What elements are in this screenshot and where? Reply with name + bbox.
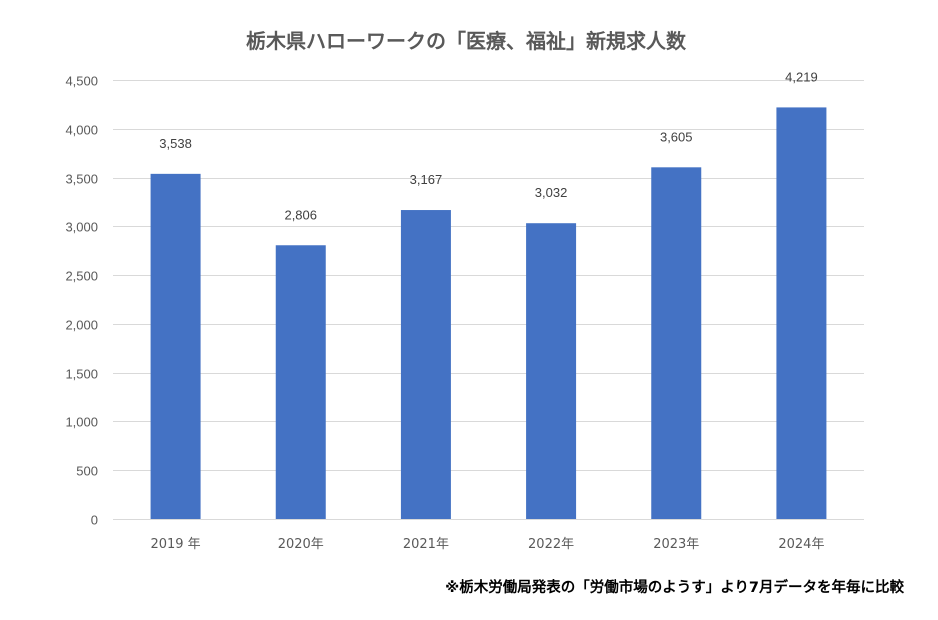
bar xyxy=(526,223,577,520)
bar xyxy=(400,210,451,519)
y-tick-label: 0 xyxy=(91,513,98,528)
footnote: ※栃木労働局発表の「労働市場のようす」より7月データを年毎に比較 xyxy=(445,580,904,596)
gridlines xyxy=(113,80,864,520)
y-tick-label: 4,000 xyxy=(65,123,98,138)
x-tick-label: 2020年 xyxy=(278,537,324,552)
x-tick-label: 2023年 xyxy=(653,537,699,552)
data-label: 3,167 xyxy=(410,172,443,187)
x-tick-label: 2021年 xyxy=(403,537,449,552)
y-axis-ticks: 0 500 1,000 1,500 2,000 2,500 3,000 3,500 4,000 4… xyxy=(65,74,98,528)
data-label: 3,605 xyxy=(660,129,693,144)
bars xyxy=(150,107,827,520)
data-label: 2,806 xyxy=(284,207,317,222)
y-tick-label: 3,000 xyxy=(65,220,98,235)
x-tick-label: 2024年 xyxy=(778,537,824,552)
y-tick-label: 1,500 xyxy=(65,367,98,382)
y-tick-label: 2,000 xyxy=(65,318,98,333)
y-tick-label: 2,500 xyxy=(65,269,98,284)
bar xyxy=(776,107,827,519)
chart-title: 栃木県ハローワークの「医療、福祉」新規求人数 xyxy=(246,29,687,53)
data-labels: 3,538 2,806 3,167 3,032 3,605 4,219 xyxy=(159,69,817,222)
data-label: 4,219 xyxy=(785,69,818,84)
bar xyxy=(651,167,702,519)
y-tick-label: 4,500 xyxy=(65,74,98,89)
y-tick-label: 3,500 xyxy=(65,172,98,187)
data-label: 3,538 xyxy=(159,136,192,151)
y-tick-label: 500 xyxy=(76,464,98,479)
bar xyxy=(275,245,326,520)
y-tick-label: 1,000 xyxy=(65,415,98,430)
x-tick-label: 2022年 xyxy=(528,537,574,552)
x-axis-ticks: 2019 年 2020年 2021年 2022年 2023年 2024年 xyxy=(150,537,824,552)
bar xyxy=(150,173,201,519)
data-label: 3,032 xyxy=(535,185,568,200)
x-tick-label: 2019 年 xyxy=(150,537,200,552)
